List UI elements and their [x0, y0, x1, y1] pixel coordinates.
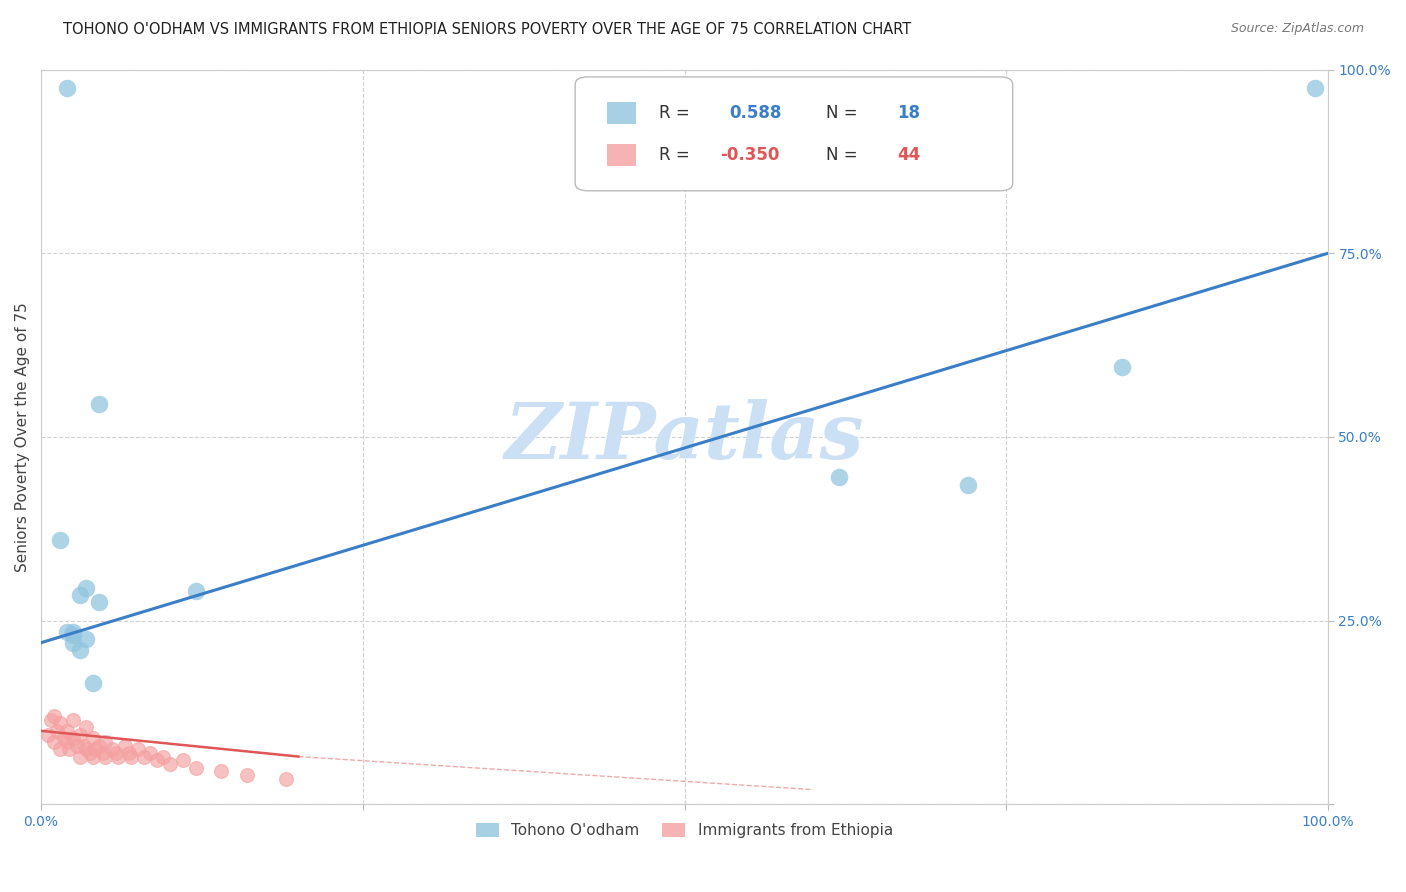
Point — [79, 746, 101, 760]
Legend: Tohono O'odham, Immigrants from Ethiopia: Tohono O'odham, Immigrants from Ethiopia — [470, 817, 898, 845]
Point — [82, 731, 104, 746]
Point — [75, 632, 97, 646]
Point — [49, 742, 72, 756]
Point — [62, 713, 84, 727]
Point — [146, 753, 169, 767]
Point — [42, 709, 65, 723]
Point — [87, 739, 110, 753]
Point — [56, 735, 79, 749]
Point — [87, 595, 110, 609]
Text: N =: N = — [827, 104, 863, 122]
Point — [75, 742, 97, 756]
Text: 0.588: 0.588 — [730, 104, 782, 122]
Point — [236, 768, 259, 782]
Point — [82, 749, 104, 764]
Point — [104, 746, 127, 760]
Point — [49, 716, 72, 731]
Point — [94, 749, 117, 764]
Point — [56, 723, 79, 738]
Point — [184, 584, 207, 599]
Point — [72, 739, 94, 753]
Point — [62, 635, 84, 649]
Point — [139, 746, 162, 760]
Point — [84, 742, 107, 756]
Point — [56, 624, 79, 639]
FancyBboxPatch shape — [607, 144, 636, 166]
Point — [1303, 81, 1326, 95]
Point — [94, 735, 117, 749]
Point — [101, 742, 124, 756]
Point — [152, 749, 174, 764]
Text: 44: 44 — [897, 145, 920, 164]
Text: 18: 18 — [897, 104, 920, 122]
Point — [42, 735, 65, 749]
Point — [120, 749, 142, 764]
Point — [53, 731, 76, 746]
Point — [69, 643, 91, 657]
Point — [82, 676, 104, 690]
Text: R =: R = — [659, 145, 695, 164]
Text: N =: N = — [827, 145, 863, 164]
Point — [69, 588, 91, 602]
Point — [66, 739, 89, 753]
Point — [87, 397, 110, 411]
Point — [132, 749, 155, 764]
Y-axis label: Seniors Poverty Over the Age of 75: Seniors Poverty Over the Age of 75 — [15, 302, 30, 572]
Point — [62, 731, 84, 746]
Point — [45, 723, 67, 738]
Point — [75, 581, 97, 595]
Point — [127, 742, 149, 756]
Point — [75, 720, 97, 734]
Point — [107, 749, 129, 764]
FancyBboxPatch shape — [607, 102, 636, 124]
Text: TOHONO O'ODHAM VS IMMIGRANTS FROM ETHIOPIA SENIORS POVERTY OVER THE AGE OF 75 CO: TOHONO O'ODHAM VS IMMIGRANTS FROM ETHIOP… — [63, 22, 911, 37]
Point — [1111, 360, 1133, 375]
Point — [184, 761, 207, 775]
Text: R =: R = — [659, 104, 695, 122]
Point — [58, 742, 80, 756]
Point — [274, 772, 297, 786]
Point — [56, 81, 79, 95]
FancyBboxPatch shape — [575, 77, 1012, 191]
Point — [41, 713, 63, 727]
Point — [69, 749, 91, 764]
Point — [172, 753, 194, 767]
Text: ZIPatlas: ZIPatlas — [505, 399, 865, 475]
Point — [49, 533, 72, 547]
Point — [117, 746, 139, 760]
Text: Source: ZipAtlas.com: Source: ZipAtlas.com — [1230, 22, 1364, 36]
Text: -0.350: -0.350 — [720, 145, 780, 164]
Point — [828, 470, 851, 484]
Point — [159, 756, 181, 771]
Point — [114, 739, 136, 753]
Point — [69, 727, 91, 741]
Point — [62, 624, 84, 639]
Point — [91, 746, 114, 760]
Point — [209, 764, 232, 779]
Point — [37, 727, 59, 741]
Point — [956, 477, 979, 491]
Point — [62, 628, 84, 642]
